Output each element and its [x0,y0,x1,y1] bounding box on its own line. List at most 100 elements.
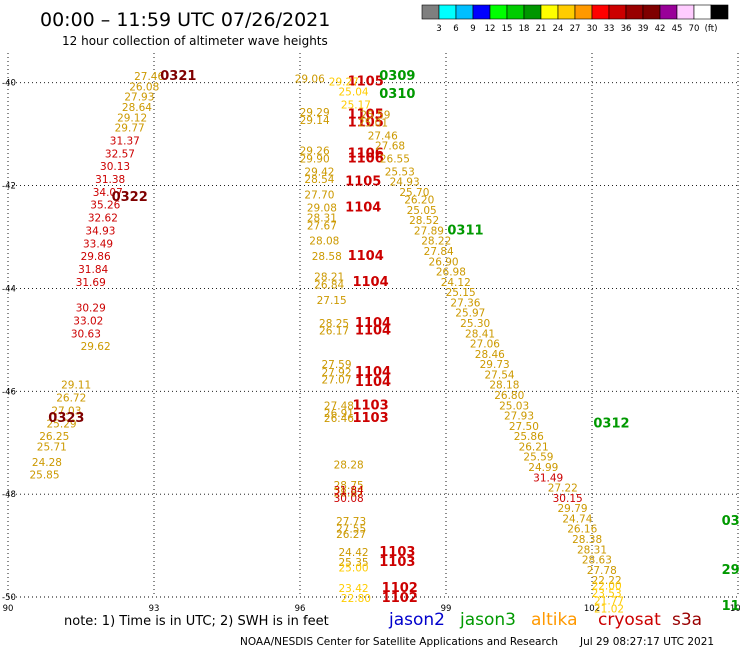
wave-height-point: 25.30 [460,318,490,330]
wave-height-point: 25.03 [499,400,529,412]
color-scale-label: (ft) [705,24,718,34]
color-swatch [557,4,576,20]
wave-height-point: 27.67 [307,220,337,232]
pass-id-label: 0322 [112,190,148,205]
wave-height-point: 31.38 [95,174,125,186]
wave-height-point: 22.00 [592,580,622,592]
pass-id-label: 11 [722,599,740,614]
color-scale-label: 9 [470,24,475,34]
wave-height-point: 28.54 [304,174,334,186]
pass-id-label: 0323 [48,411,84,426]
pass-id-label: 1105 [348,108,384,123]
satellite-jason2: jason2 [388,610,445,630]
color-scale-label: 3 [436,24,441,34]
pass-id-label: 1104 [355,316,391,331]
wave-height-point: 27.48 [324,400,354,412]
pass-id-label: 0311 [447,223,483,238]
wave-height-point: 26.16 [567,524,597,536]
wave-height-point: 34.93 [85,225,115,237]
pass-id-label: 03 [722,514,740,529]
wave-height-point: 32.57 [105,148,135,160]
wave-height-point: 28.08 [309,236,339,248]
wave-height-point: 26.84 [314,279,344,291]
wave-height-point: 27.89 [414,225,444,237]
wave-height-point: 27.06 [470,339,500,351]
wave-height-point: 28.64 [122,102,152,114]
x-tick-label: 96 [295,604,306,614]
wave-height-point: 25.04 [339,87,369,99]
color-scale-label: 42 [655,24,666,34]
chart-subtitle: 12 hour collection of altimeter wave hei… [62,34,328,48]
wave-height-point: 31.37 [110,135,140,147]
pass-id-label: 1106 [348,146,384,161]
wave-height-point: 26.72 [56,393,86,405]
wave-height-point: 27.36 [450,297,480,309]
wave-height-point: 27.15 [317,295,347,307]
color-swatch [642,4,661,20]
pass-id-label: 1104 [355,365,391,380]
wave-height-point: 29.08 [307,202,337,214]
wave-height-point: 25.59 [360,110,390,122]
x-tick-label: 99 [441,604,452,614]
wave-height-point: 30.08 [334,493,364,505]
wave-height-point: 25.00 [339,562,369,574]
color-scale-label: 18 [519,24,530,34]
pass-id-label: 1104 [352,275,388,290]
wave-height-point: 27.46 [368,130,398,142]
pass-id-label: 0321 [160,69,196,84]
wave-height-labels: 27.4626.0827.9328.6429.1229.7729.6229.11… [29,69,739,615]
color-swatch [659,4,678,20]
pass-id-label: 1104 [348,249,384,264]
wave-height-point: 27.46 [134,71,164,83]
wave-height-point: 22.22 [592,575,622,587]
color-scale-label: 27 [570,24,581,34]
wave-height-point: 26.90 [429,256,459,268]
wave-height-point: 26.25 [39,431,69,443]
wave-height-point: 31.84 [334,485,364,497]
wave-height-point: 29.27 [329,76,359,88]
color-swatch [591,4,610,20]
y-tick-label: -50 [2,593,16,603]
wave-height-point: 29.42 [304,166,334,178]
wave-height-point: 28.18 [489,380,519,392]
wave-height-point: 28.46 [475,349,505,361]
x-tick-label: 90 [3,604,14,614]
pass-id-label: 1104 [355,324,391,339]
color-scale-label: 30 [587,24,598,34]
pass-id-label: 1103 [379,555,415,570]
color-swatch [540,4,559,20]
color-scale-label: 33 [604,24,615,34]
wave-height-point: 27.68 [375,141,405,153]
pass-id-label: 1105 [348,115,384,130]
color-swatch [455,4,474,20]
color-scale-label: 36 [621,24,632,34]
color-swatch [710,4,729,20]
satellite-jason3: jason3 [459,610,516,630]
wave-height-point: 25.53 [385,166,415,178]
wave-height-point: 21.02 [594,603,624,615]
wave-height-point: 29.11 [61,380,91,392]
wave-height-point: 30.15 [553,493,583,505]
pass-id-label: 1106 [348,151,384,166]
wave-height-point: 28.38 [572,534,602,546]
wave-height-point: 24.93 [390,177,420,189]
wave-height-point: 27.93 [124,92,154,104]
wave-height-point: 29.12 [117,112,147,124]
wave-height-point: 33.02 [73,315,103,327]
y-tick-label: -46 [2,387,16,397]
wave-height-point: 27.59 [321,359,351,371]
wave-height-point: 25.86 [514,431,544,443]
wave-height-point: 29.86 [81,251,111,263]
wave-height-point: 27.50 [509,421,539,433]
color-swatch [523,4,542,20]
satellite-altika: altika [531,610,578,630]
wave-height-point: 26.20 [404,195,434,207]
pass-id-label: 1102 [382,591,418,606]
wave-height-point: 28.75 [334,480,364,492]
axis-tick-labels: 90 93 96 99 102 105 -40 -42 -44 -46 -48 -50 [2,79,740,614]
color-scale-label: 24 [553,24,564,34]
color-swatch [574,4,593,20]
wave-height-point: 25.01 [358,117,388,129]
wave-height-point: 28.21 [314,272,344,284]
